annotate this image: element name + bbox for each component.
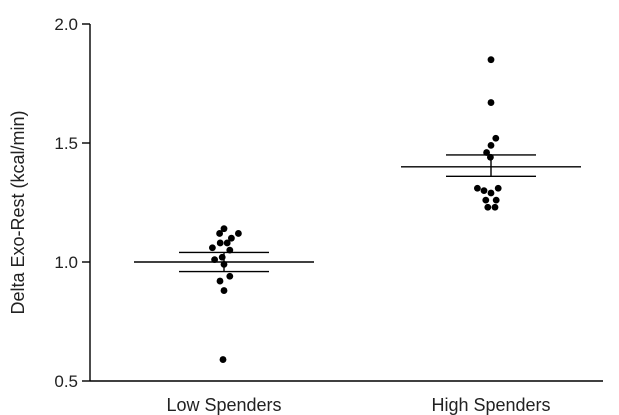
data-point: [491, 203, 499, 211]
data-point: [226, 246, 234, 254]
data-point: [474, 184, 481, 192]
y-tick-label: 1.0: [54, 253, 78, 272]
data-point: [226, 272, 234, 280]
y-ticks: 0.5 1.0 1.5 2.0: [54, 15, 90, 391]
data-point: [492, 134, 500, 142]
data-point: [218, 253, 226, 261]
y-tick-label: 1.5: [54, 134, 78, 153]
data-point: [487, 153, 494, 161]
data-point: [228, 234, 235, 242]
data-point: [220, 287, 228, 294]
data-point: [220, 260, 228, 268]
y-tick-label: 0.5: [54, 372, 78, 391]
data-point: [216, 230, 224, 237]
data-point: [220, 225, 228, 233]
data-point: [484, 203, 492, 211]
data-point: [483, 149, 490, 156]
data-point: [223, 239, 231, 247]
data-point: [219, 356, 227, 363]
data-point: [492, 196, 500, 204]
data-point: [209, 244, 216, 252]
data-point: [482, 196, 490, 204]
mean-sem-lines: [134, 154, 581, 273]
x-category-labels: Low Spenders High Spenders: [166, 395, 550, 415]
data-point: [480, 187, 488, 195]
data-point: [216, 239, 224, 247]
data-point: [494, 184, 502, 192]
x-category-label: Low Spenders: [166, 395, 281, 415]
data-point: [487, 99, 495, 106]
data-point: [211, 256, 219, 264]
y-axis-title: Delta Exo-Rest (kcal/min): [8, 110, 28, 314]
x-category-label: High Spenders: [431, 395, 550, 415]
data-points: [209, 56, 502, 363]
data-point: [235, 230, 242, 237]
data-point: [487, 189, 495, 197]
axes: [89, 24, 603, 382]
data-point: [216, 277, 224, 285]
data-point: [487, 56, 495, 64]
y-tick-label: 2.0: [54, 15, 78, 34]
data-point: [487, 141, 495, 149]
